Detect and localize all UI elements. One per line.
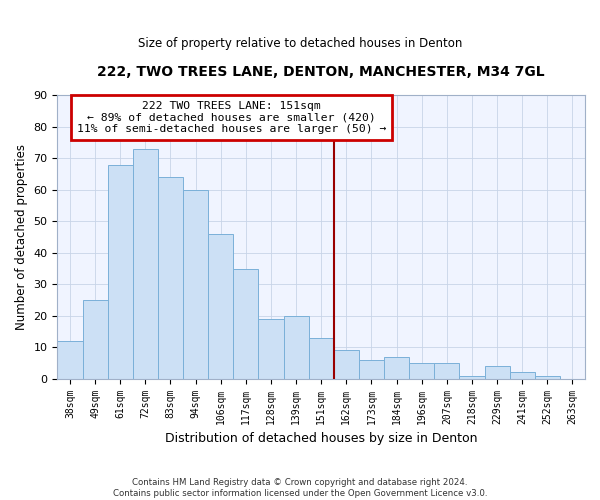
Bar <box>158 178 183 378</box>
Bar <box>259 319 284 378</box>
Bar <box>485 366 509 378</box>
Bar <box>284 316 308 378</box>
Bar <box>434 363 460 378</box>
Bar <box>409 363 434 378</box>
X-axis label: Distribution of detached houses by size in Denton: Distribution of detached houses by size … <box>165 432 478 445</box>
Title: 222, TWO TREES LANE, DENTON, MANCHESTER, M34 7GL: 222, TWO TREES LANE, DENTON, MANCHESTER,… <box>97 65 545 79</box>
Bar <box>535 376 560 378</box>
Bar <box>384 356 409 378</box>
Bar <box>183 190 208 378</box>
Bar <box>107 164 133 378</box>
Text: Contains HM Land Registry data © Crown copyright and database right 2024.
Contai: Contains HM Land Registry data © Crown c… <box>113 478 487 498</box>
Bar <box>233 268 259 378</box>
Bar <box>308 338 334 378</box>
Bar <box>208 234 233 378</box>
Y-axis label: Number of detached properties: Number of detached properties <box>15 144 28 330</box>
Bar <box>58 341 83 378</box>
Bar <box>359 360 384 378</box>
Text: 222 TWO TREES LANE: 151sqm
← 89% of detached houses are smaller (420)
11% of sem: 222 TWO TREES LANE: 151sqm ← 89% of deta… <box>77 101 386 134</box>
Bar <box>334 350 359 378</box>
Bar <box>133 149 158 378</box>
Text: Size of property relative to detached houses in Denton: Size of property relative to detached ho… <box>138 38 462 51</box>
Bar <box>460 376 485 378</box>
Bar <box>83 300 107 378</box>
Bar <box>509 372 535 378</box>
